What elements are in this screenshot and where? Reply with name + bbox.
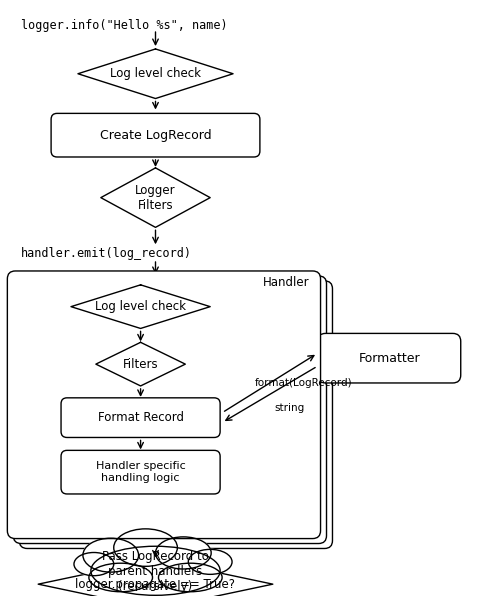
Text: Formatter: Formatter xyxy=(358,352,420,365)
Text: Handler: Handler xyxy=(263,276,310,289)
Text: logger.propagate == True?: logger.propagate == True? xyxy=(76,578,236,590)
FancyBboxPatch shape xyxy=(61,451,220,494)
Text: logger.info("Hello %s", name): logger.info("Hello %s", name) xyxy=(21,19,228,32)
Text: string: string xyxy=(275,403,305,413)
Ellipse shape xyxy=(155,537,211,569)
Text: Log level check: Log level check xyxy=(95,300,186,313)
Text: Pass LogRecord to
parent handlers
(recursively): Pass LogRecord to parent handlers (recur… xyxy=(102,550,209,593)
Text: Log level check: Log level check xyxy=(110,67,201,80)
Ellipse shape xyxy=(89,563,152,592)
Text: format(LogRecord): format(LogRecord) xyxy=(255,378,352,388)
Text: Logger
Filters: Logger Filters xyxy=(135,184,176,212)
Text: Create LogRecord: Create LogRecord xyxy=(100,128,212,142)
Ellipse shape xyxy=(114,529,177,566)
FancyBboxPatch shape xyxy=(61,398,220,437)
Ellipse shape xyxy=(158,563,222,592)
Text: Format Record: Format Record xyxy=(98,411,183,424)
FancyBboxPatch shape xyxy=(7,271,320,539)
Ellipse shape xyxy=(74,553,114,575)
Text: Filters: Filters xyxy=(123,358,158,371)
Ellipse shape xyxy=(83,538,138,572)
FancyBboxPatch shape xyxy=(14,276,327,544)
Ellipse shape xyxy=(188,550,232,574)
FancyBboxPatch shape xyxy=(19,281,333,548)
FancyBboxPatch shape xyxy=(318,334,461,383)
Ellipse shape xyxy=(91,546,220,595)
Text: handler.emit(log_record): handler.emit(log_record) xyxy=(21,247,192,260)
Text: Handler specific
handling logic: Handler specific handling logic xyxy=(96,461,185,483)
FancyBboxPatch shape xyxy=(51,113,260,157)
